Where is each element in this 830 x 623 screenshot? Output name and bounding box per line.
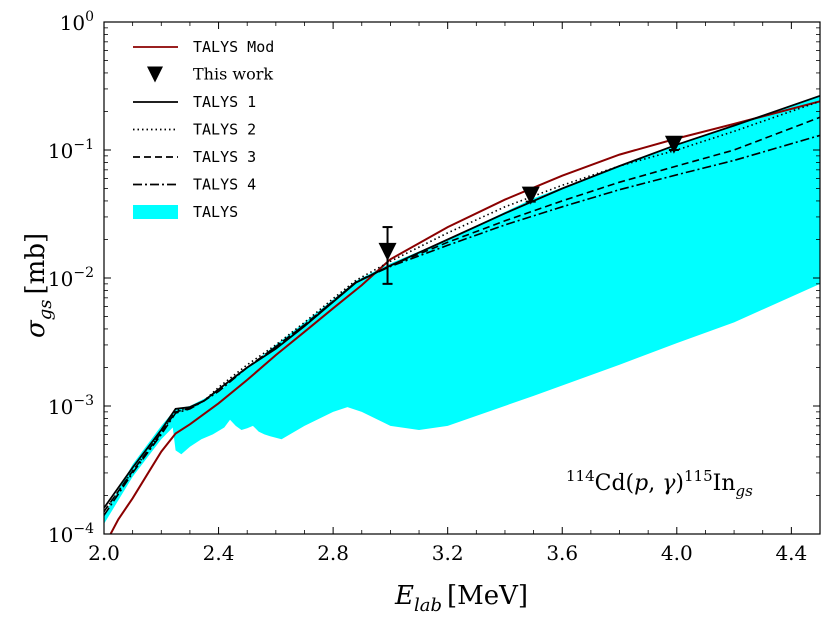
y-tick-exp: −4 [73,521,94,537]
y-tick-label: 10−1 [48,137,94,163]
y-tick-label: 100 [60,9,94,35]
talys-band [104,95,820,524]
legend-talys-4-label: TALYS 4 [193,176,256,194]
x-axis-title: Elab [MeV] [394,581,528,616]
annot-mass-115: 115 [684,467,713,485]
y-axis-title-main: σ [21,319,51,338]
annot-mass-114: 114 [566,467,595,485]
x-tick-label: 2.8 [317,541,349,565]
annot-product: In [713,471,736,496]
y-tick-label: 10−4 [48,521,94,547]
x-axis-title-unit: [MeV] [447,581,528,611]
annot-comma: , [648,471,662,496]
x-tick-label: 2.0 [88,541,120,565]
x-tick-label: 2.4 [203,541,235,565]
y-tick-exp: −2 [73,265,94,281]
y-axis-title-sub: gs [35,299,56,320]
y-tick-base: 10 [60,11,85,35]
data-point-3 [664,135,683,154]
y-axis-title-unit: [mb] [21,233,51,295]
annot-p: p [634,471,648,496]
x-tick-label: 3.2 [432,541,464,565]
marker-layer [378,135,683,285]
y-tick-label: 10−3 [48,393,94,419]
annot-sub: gs [735,482,753,500]
legend-this-work-label: This work [193,65,273,84]
y-tick-exp: −1 [73,137,94,153]
annot-close: ) [675,471,684,496]
data-point-2 [521,186,540,205]
y-tick-base: 10 [48,523,73,547]
x-tick-label: 4.4 [775,541,807,565]
band-layer [104,95,820,524]
y-tick-label: 10−2 [48,265,94,291]
series-line-talys-4 [104,134,820,516]
x-tick-label: 4.0 [661,541,693,565]
annot-gamma: γ [662,471,676,496]
x-axis-title-main: E [394,581,414,611]
annot-target: Cd( [595,471,635,496]
series-line-talys-mod [109,100,820,534]
y-tick-exp: 0 [85,9,94,25]
reaction-annotation: 114Cd(p, γ)115Ings [566,467,753,500]
legend-talys-swatch [133,205,178,219]
x-tick-label: 3.6 [546,541,578,565]
legend-talys-1-label: TALYS 1 [193,93,256,111]
legend-talys-2-label: TALYS 2 [193,121,256,139]
series-line-talys-2 [104,100,820,512]
y-tick-base: 10 [48,139,73,163]
y-tick-exp: −3 [73,393,94,409]
y-tick-base: 10 [48,395,73,419]
legend-talys-mod-label: TALYS Mod [193,38,274,56]
legend: TALYS Mod This work TALYS 1 TALYS 2 TALYS 3 T… [133,38,274,221]
x-axis-title-sub: lab [414,595,442,616]
series-line-talys-3 [104,116,820,512]
y-tick-base: 10 [48,267,73,291]
y-axis-title: σgs [mb] [21,233,56,338]
data-point-1 [378,242,397,261]
x-axis-ticks: 2.0 2.4 2.8 3.2 3.6 4.0 4.4 [88,22,807,565]
legend-talys-3-label: TALYS 3 [193,148,256,166]
legend-talys-label: TALYS [193,203,238,221]
series-layer [104,94,820,534]
legend-this-work-swatch [147,66,163,83]
